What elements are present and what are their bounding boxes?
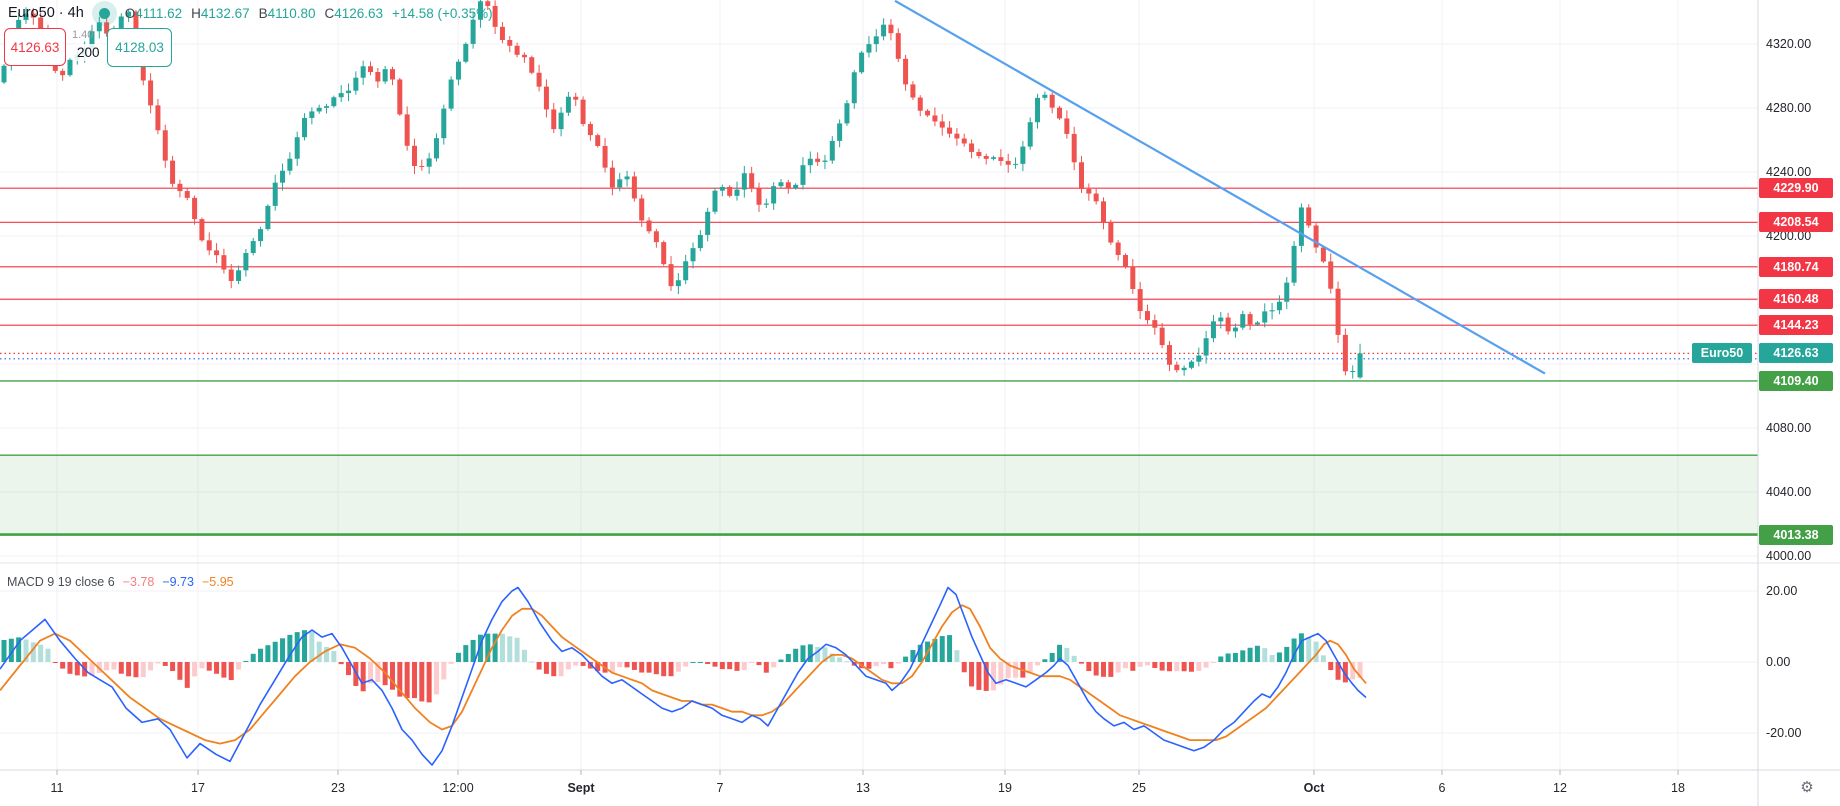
resistance-level-tag[interactable]: 4208.54 bbox=[1759, 212, 1833, 233]
symbol-price-tag[interactable]: Euro50 bbox=[1692, 343, 1752, 364]
support-level-tag[interactable]: 4109.40 bbox=[1759, 370, 1833, 391]
macd-main-line bbox=[0, 586, 1367, 766]
time-axis-label: 17 bbox=[191, 781, 205, 795]
time-axis-label: Oct bbox=[1303, 781, 1325, 795]
grid-lines bbox=[0, 0, 1758, 770]
resistance-level-tag[interactable]: 4144.23 bbox=[1759, 315, 1833, 336]
price-axis-label: 4320.00 bbox=[1766, 37, 1812, 51]
ma-price-box[interactable]: 4128.03 bbox=[107, 28, 172, 67]
ohlc-open: O4111.62 bbox=[124, 5, 183, 21]
macd-axis-label: 0.00 bbox=[1766, 655, 1791, 669]
macd-histogram bbox=[1, 630, 1363, 703]
header-legend: Euro50 · 4h O4111.62 H4132.67 B4110.80 C… bbox=[8, 5, 493, 21]
resistance-level-tag[interactable]: 4229.90 bbox=[1759, 178, 1833, 199]
time-axis-label: 19 bbox=[998, 781, 1012, 795]
ohlc-close: C4126.63 bbox=[324, 5, 384, 21]
time-axis-label: 18 bbox=[1671, 781, 1685, 795]
time-axis-label: 11 bbox=[50, 781, 64, 795]
indicator-value-200: 200 bbox=[72, 44, 105, 61]
macd-line-value: −9.73 bbox=[162, 575, 194, 589]
alert-price-box[interactable]: 4126.63 bbox=[4, 28, 66, 66]
change-value: +14.58 (+0.35%) bbox=[392, 5, 493, 21]
candles bbox=[1, 0, 1363, 379]
time-axis-label: 13 bbox=[856, 781, 870, 795]
time-axis-label: 25 bbox=[1132, 781, 1146, 795]
time-axis-label: 7 bbox=[716, 781, 724, 795]
macd-signal-value: −5.95 bbox=[201, 575, 234, 589]
macd-title[interactable]: MACD 9 19 close 6 bbox=[7, 575, 115, 589]
descending-trendline[interactable] bbox=[894, 0, 1546, 375]
resistance-level-tag[interactable]: 4160.48 bbox=[1759, 289, 1833, 310]
indicator-value-small: 1.40 bbox=[72, 29, 94, 41]
macd-hist-value: −3.78 bbox=[122, 575, 155, 589]
last-price-tag[interactable]: 4126.63 bbox=[1759, 343, 1833, 364]
price-axis-label: 4280.00 bbox=[1766, 101, 1812, 115]
ohlc-high: H4132.67 bbox=[191, 5, 250, 21]
demand-zone[interactable] bbox=[0, 454, 1758, 536]
macd-axis-label: 20.00 bbox=[1766, 584, 1798, 598]
support-level-tag[interactable]: 4013.38 bbox=[1759, 524, 1833, 545]
price-axis-label: 4200.00 bbox=[1766, 229, 1812, 243]
price-axis-label: 4080.00 bbox=[1766, 421, 1812, 435]
macd-signal-line bbox=[0, 604, 1367, 745]
market-status-dot bbox=[98, 7, 110, 19]
price-axis-label: 4240.00 bbox=[1766, 165, 1812, 179]
settings-gear-icon[interactable]: ⚙ bbox=[1800, 779, 1814, 796]
time-axis-label: 23 bbox=[331, 781, 345, 795]
macd-axis-label: -20.00 bbox=[1766, 726, 1802, 740]
time-axis-label: 12 bbox=[1553, 781, 1567, 795]
price-axis-label: 4000.00 bbox=[1766, 549, 1812, 563]
resistance-lines[interactable] bbox=[0, 187, 1758, 326]
price-axis-label: 4040.00 bbox=[1766, 485, 1812, 499]
symbol-title[interactable]: Euro50 · 4h bbox=[8, 5, 84, 21]
macd-legend: MACD 9 19 close 6 −3.78 −9.73 −5.95 bbox=[7, 575, 234, 589]
time-axis-label: Sept bbox=[567, 781, 595, 795]
ohlc-low: B4110.80 bbox=[258, 5, 316, 21]
resistance-level-tag[interactable]: 4180.74 bbox=[1759, 256, 1833, 277]
time-axis-label: 12:00 bbox=[442, 781, 474, 795]
time-axis-label: 6 bbox=[1438, 781, 1446, 795]
